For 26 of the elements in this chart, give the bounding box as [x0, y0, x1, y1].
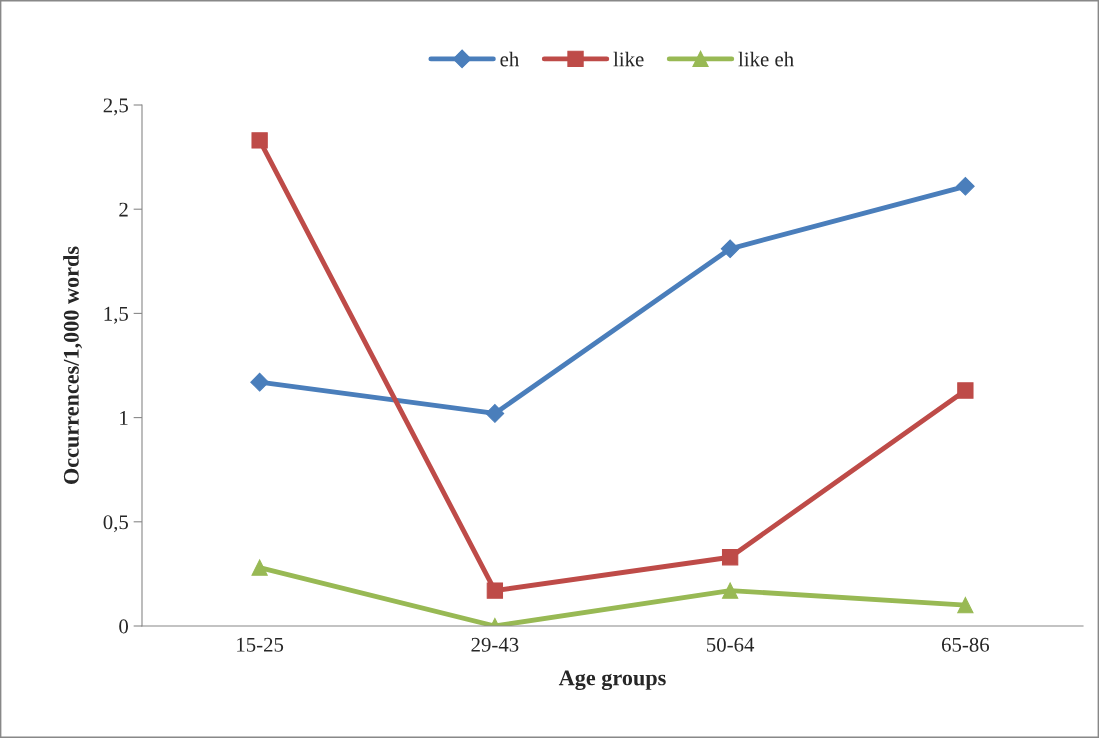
legend-label: eh [500, 51, 520, 67]
legend-label: like [613, 51, 644, 67]
x-tick-label: 50-64 [707, 637, 755, 652]
point [720, 239, 740, 259]
x-tick-label: 29-43 [471, 637, 519, 652]
y-tick-label: 2,5 [103, 98, 128, 116]
point [957, 382, 974, 399]
legend-label: like eh [738, 51, 794, 67]
x-tick-label: 15-25 [237, 637, 284, 652]
y-tick-label: 1 [120, 411, 128, 425]
y-tick-label: 2 [119, 202, 128, 217]
point [485, 404, 505, 423]
y-tick-label: 0 [119, 619, 129, 634]
x-axis-title: Age groups [558, 670, 666, 691]
y-axis-title: Occurrences/1,000 words [63, 246, 83, 484]
x-tick-label: 65-86 [941, 637, 990, 652]
point [486, 582, 504, 599]
point [721, 549, 739, 566]
point [956, 176, 975, 196]
point [957, 597, 974, 614]
point [251, 559, 268, 576]
point [721, 582, 739, 599]
point [251, 132, 268, 149]
y-tick-label: 1,5 [104, 306, 128, 324]
y-tick-label: 0,5 [103, 515, 128, 533]
point [250, 372, 269, 392]
